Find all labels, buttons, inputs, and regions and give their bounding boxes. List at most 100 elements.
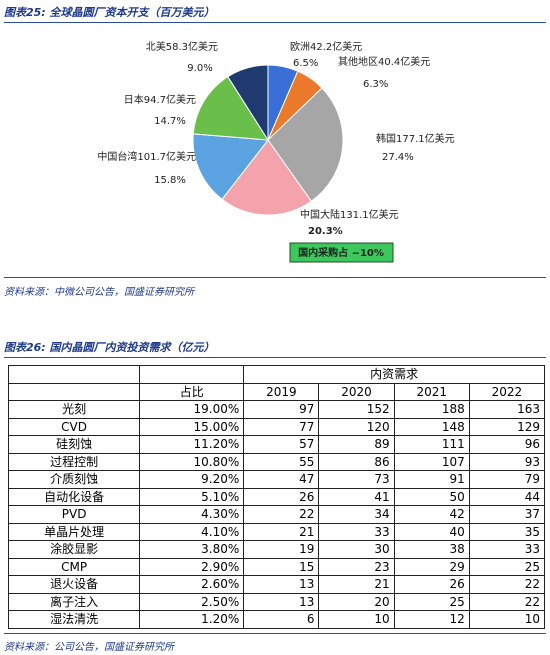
- slice-label: 中国台湾101.7亿美元: [97, 150, 196, 163]
- cell: 57: [243, 435, 320, 454]
- cell: 188: [393, 400, 470, 419]
- table-row: 退火设备 2.60% 13 21 26 22: [7, 575, 546, 594]
- cell: 11.20%: [139, 435, 245, 454]
- cell: 20: [318, 592, 395, 611]
- cell: 33: [318, 522, 395, 541]
- slice-value-label: 6.3%: [363, 79, 388, 90]
- cell: 12: [393, 610, 470, 629]
- cell: 97: [243, 400, 320, 419]
- annotation-box: [289, 242, 394, 263]
- cell: 5.10%: [139, 487, 245, 506]
- row-label: 硅刻蚀: [7, 435, 141, 454]
- row-label: 单晶片处理: [7, 522, 141, 541]
- cell: 41: [318, 487, 395, 506]
- row-label: CVD: [7, 417, 141, 436]
- cell: 15.00%: [139, 417, 245, 436]
- pie-slice: [192, 133, 269, 200]
- cell: 89: [318, 435, 395, 454]
- rule: [4, 357, 546, 358]
- table-row: 光刻 19.00% 97 152 188 163: [7, 400, 546, 419]
- slice-value-label: 6.5%: [293, 58, 318, 69]
- cell: 22: [243, 505, 320, 524]
- pie-slice: [227, 64, 269, 142]
- header-cell: 2022: [468, 382, 546, 401]
- group-header: 内资需求: [243, 365, 545, 384]
- cell: 4.10%: [139, 522, 245, 541]
- cell: 21: [318, 575, 395, 594]
- table-row: 单晶片处理 4.10% 21 33 40 35: [7, 522, 546, 541]
- cell: 35: [468, 522, 546, 541]
- source: 资料来源：中微公司公告，国盛证券研究所: [4, 287, 194, 298]
- slice-label: 欧洲42.2亿美元: [290, 40, 362, 53]
- cell: 29: [393, 557, 470, 576]
- table-title: 图表26: 国内晶圆厂内资投资需求（亿元）: [4, 341, 215, 354]
- cell: 2.90%: [139, 557, 245, 576]
- table-row: 涂胶显影 3.80% 19 30 38 33: [7, 540, 546, 559]
- header-cell: [7, 365, 141, 384]
- cell: 120: [318, 417, 395, 436]
- cell: 42: [393, 505, 470, 524]
- table-row: 自动化设备 5.10% 26 41 50 44: [7, 487, 546, 506]
- row-label: PVD: [7, 505, 141, 524]
- pie-slice: [192, 75, 269, 141]
- header-cell: 2019: [243, 382, 320, 401]
- cell: 163: [468, 400, 546, 419]
- row-label: 离子注入: [7, 592, 141, 611]
- cell: 152: [318, 400, 395, 419]
- annotation: 国内采购占 ~10%: [298, 246, 384, 259]
- cell: 73: [318, 470, 395, 489]
- cell: 91: [393, 470, 470, 489]
- cell: 44: [468, 487, 546, 506]
- slice-label: 日本94.7亿美元: [124, 93, 196, 106]
- cell: 22: [468, 592, 546, 611]
- cell: 129: [468, 417, 546, 436]
- header-cell: 2020: [318, 382, 395, 401]
- table: 内资需求 占比 2019 2020 2021 2022 光刻 19.00% 97 152 188…: [7, 365, 546, 629]
- rule: [4, 633, 546, 634]
- cell: 19: [243, 540, 320, 559]
- source: 资料来源：公司公告，国盛证券研究所: [4, 642, 174, 653]
- row-label: 涂胶显影: [7, 540, 141, 559]
- cell: 93: [468, 452, 546, 471]
- slice-value-label: 15.8%: [154, 175, 186, 186]
- row-label: 过程控制: [7, 452, 141, 471]
- header-cell: 占比: [139, 382, 245, 401]
- slice-value-label: 27.4%: [382, 152, 414, 163]
- table-row: PVD 4.30% 22 34 42 37: [7, 505, 546, 524]
- cell: 10: [468, 610, 546, 629]
- cell: 13: [243, 575, 320, 594]
- row-label: 自动化设备: [7, 487, 141, 506]
- row-label: CMP: [7, 557, 141, 576]
- cell: 107: [393, 452, 470, 471]
- cell: 38: [393, 540, 470, 559]
- slice-label: 其他地区40.4亿美元: [338, 55, 430, 68]
- cell: 10: [318, 610, 395, 629]
- cell: 1.20%: [139, 610, 245, 629]
- slice-label: 中国大陆131.1亿美元: [300, 208, 399, 221]
- table-row: 硅刻蚀 11.20% 57 89 111 96: [7, 435, 546, 454]
- cell: 15: [243, 557, 320, 576]
- row-label: 退火设备: [7, 575, 141, 594]
- cell: 25: [393, 592, 470, 611]
- cell: 77: [243, 417, 320, 436]
- row-label: 介质刻蚀: [7, 470, 141, 489]
- figure-title: 图表25: 全球晶圆厂资本开支（百万美元）: [4, 6, 215, 19]
- slice-label: 韩国177.1亿美元: [376, 132, 455, 145]
- cell: 4.30%: [139, 505, 245, 524]
- table-row: CMP 2.90% 15 23 29 25: [7, 557, 546, 576]
- cell: 23: [318, 557, 395, 576]
- cell: 3.80%: [139, 540, 245, 559]
- cell: 47: [243, 470, 320, 489]
- cell: 111: [393, 435, 470, 454]
- cell: 50: [393, 487, 470, 506]
- pie-slice: [267, 87, 344, 202]
- cell: 40: [393, 522, 470, 541]
- cell: 21: [243, 522, 320, 541]
- slice-value-label: 14.7%: [154, 116, 186, 127]
- table-row: 介质刻蚀 9.20% 47 73 91 79: [7, 470, 546, 489]
- table-row: 过程控制 10.80% 55 86 107 93: [7, 452, 546, 471]
- slice-label: 北美58.3亿美元: [146, 40, 218, 53]
- cell: 79: [468, 470, 546, 489]
- cell: 34: [318, 505, 395, 524]
- header-cell: [139, 365, 245, 384]
